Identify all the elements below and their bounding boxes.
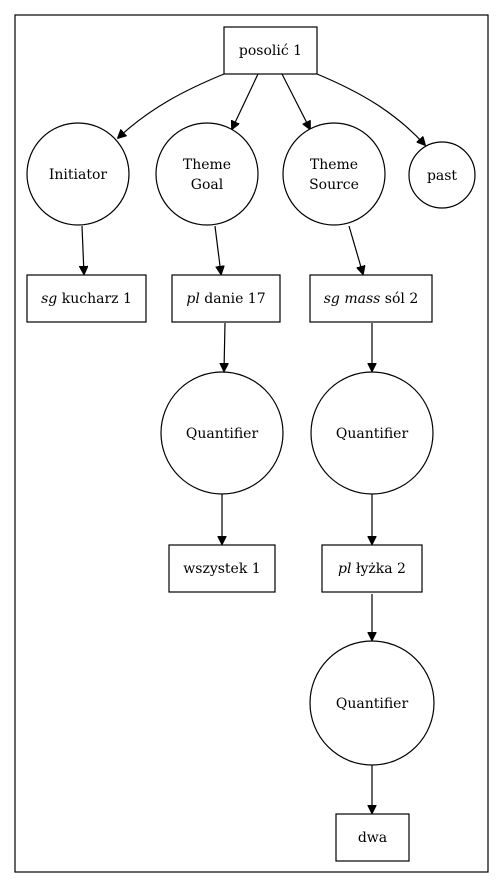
svg-text:pl łyżka 2: pl łyżka 2 (338, 561, 406, 577)
node-quantifier-1-label: Quantifier (186, 426, 259, 442)
node-quantifier-1: Quantifier (160, 371, 284, 495)
edge-root-theme-source (281, 73, 310, 129)
node-lyzka: pl łyżka 2 (321, 544, 423, 593)
edge-initiator-kucharz (82, 225, 84, 274)
svg-text:pl danie 17: pl danie 17 (186, 291, 265, 307)
node-past-label: past (427, 168, 457, 184)
node-past: past (408, 141, 476, 209)
node-initiator: Initiator (26, 122, 130, 226)
edge-danie-quant1 (224, 322, 225, 371)
node-sol-label: sól 2 (385, 291, 418, 307)
node-lyzka-label: łyżka 2 (356, 561, 406, 577)
node-lyzka-feature: pl (338, 561, 351, 577)
node-dwa: dwa (335, 813, 410, 862)
edge-theme-source-sol (348, 225, 363, 274)
node-danie-label: danie 17 (204, 291, 265, 307)
node-theme-source: Theme Source (282, 122, 386, 226)
node-theme-goal: Theme Goal (155, 122, 259, 226)
node-sol-feature-1: sg (324, 291, 340, 307)
node-danie-feature: pl (186, 291, 199, 307)
node-quantifier-3-label: Quantifier (336, 696, 409, 712)
svg-text:sg kucharz 1: sg kucharz 1 (41, 291, 132, 307)
node-theme-source-line1: Theme (310, 157, 358, 173)
node-theme-source-line2: Source (309, 177, 359, 193)
node-quantifier-2-label: Quantifier (336, 426, 409, 442)
node-sol: sg mass sól 2 (309, 274, 433, 323)
node-quantifier-3: Quantifier (309, 640, 435, 766)
node-posolic: posolić 1 (223, 26, 318, 75)
node-posolic-label: posolić 1 (239, 43, 302, 59)
svg-text:sg mass sól 2: sg mass sól 2 (324, 291, 419, 307)
node-kucharz-feature: sg (41, 291, 57, 307)
node-wszystek: wszystek 1 (168, 544, 276, 593)
node-wszystek-label: wszystek 1 (183, 561, 260, 577)
node-sol-feature-2: mass (344, 291, 380, 307)
node-danie: pl danie 17 (171, 274, 281, 323)
node-kucharz: sg kucharz 1 (26, 274, 147, 323)
edge-root-initiator (118, 73, 225, 138)
edge-theme-goal-danie (214, 225, 221, 274)
node-theme-goal-line2: Goal (191, 177, 224, 193)
node-kucharz-label: kucharz 1 (62, 291, 132, 307)
edge-root-theme-goal (232, 73, 259, 129)
node-initiator-label: Initiator (49, 167, 108, 183)
edge-root-past (316, 73, 425, 145)
node-theme-goal-line1: Theme (183, 157, 231, 173)
node-quantifier-2: Quantifier (310, 371, 434, 495)
node-dwa-label: dwa (358, 830, 387, 846)
